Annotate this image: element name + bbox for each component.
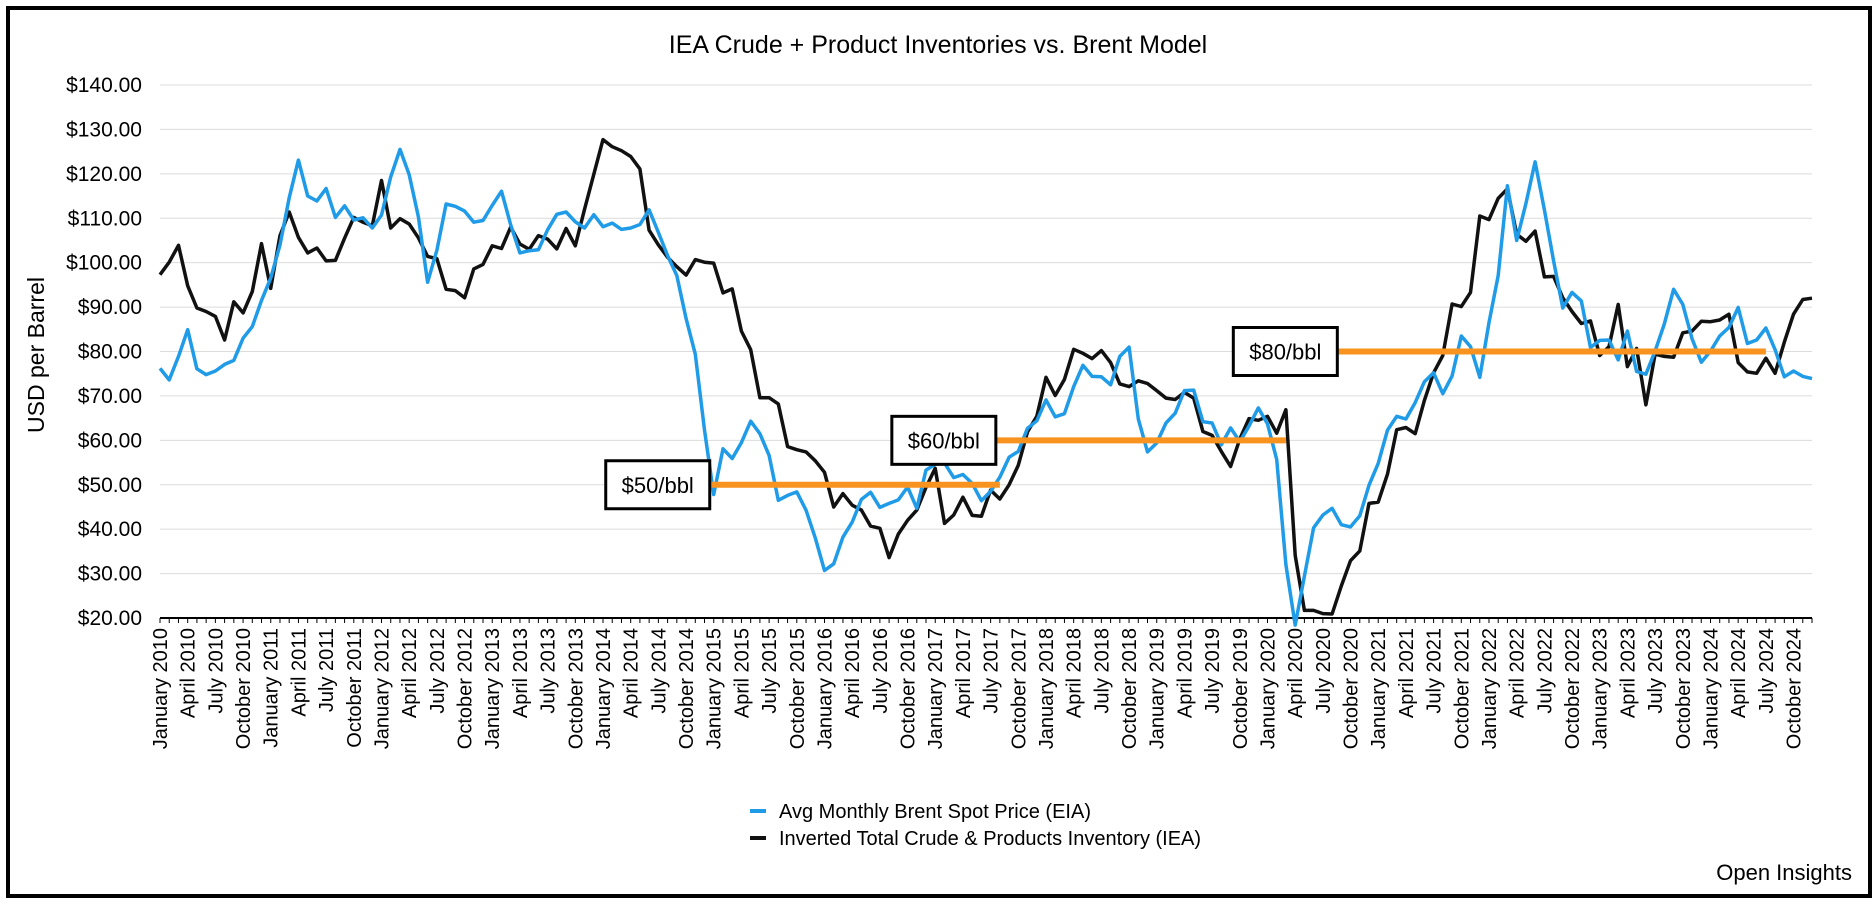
y-tick-label: $60.00 — [78, 429, 142, 452]
x-tick-label: July 2017 — [981, 628, 1003, 714]
x-tick-label: April 2015 — [731, 628, 753, 718]
x-tick-label: October 2021 — [1451, 628, 1473, 749]
reference-lines: $50/bbl $60/bbl $80/bbl — [604, 326, 1766, 511]
y-tick-label: $30.00 — [78, 563, 142, 586]
x-tick-label: April 2010 — [178, 628, 200, 718]
x-tick-label: January 2013 — [482, 628, 504, 749]
y-tick-label: $20.00 — [78, 607, 142, 630]
x-tick-label: October 2018 — [1119, 628, 1141, 749]
x-tick-label: January 2019 — [1147, 628, 1169, 749]
x-tick-label: April 2022 — [1507, 628, 1529, 718]
y-axis-label: USD per Barrel — [23, 277, 49, 433]
x-tick-label: April 2014 — [621, 628, 643, 718]
x-tick-label: October 2015 — [787, 628, 809, 749]
y-tick-label: $70.00 — [78, 385, 142, 408]
x-tick-labels: January 2010 April 2010 July 2010 October 2… — [150, 628, 1806, 749]
x-tick-label: April 2023 — [1617, 628, 1639, 718]
x-tick-label: January 2017 — [925, 628, 947, 749]
x-tick-label: October 2012 — [455, 628, 477, 749]
x-tick-label: October 2014 — [676, 628, 698, 749]
x-tick-label: July 2012 — [427, 628, 449, 714]
x-tick-label: October 2023 — [1673, 628, 1695, 749]
x-tick-label: January 2024 — [1700, 628, 1722, 749]
x-tick-label: January 2010 — [150, 628, 172, 749]
x-tick-label: July 2010 — [205, 628, 227, 714]
x-tick-label: April 2016 — [842, 628, 864, 718]
callout-box — [890, 414, 998, 466]
x-tick-label: April 2020 — [1285, 628, 1307, 718]
x-tick-label: July 2023 — [1645, 628, 1667, 714]
y-tick-label: $100.00 — [66, 252, 142, 275]
x-tick-label: April 2017 — [953, 628, 975, 718]
x-tick-label: April 2021 — [1396, 628, 1418, 718]
callout-label: $60/bbl — [908, 428, 980, 453]
x-tick-label: July 2013 — [538, 628, 560, 714]
x-tick-label: January 2014 — [593, 628, 615, 749]
x-tick-label: July 2022 — [1534, 628, 1556, 714]
x-tick-label: April 2011 — [288, 628, 310, 717]
x-tick-label: July 2015 — [759, 628, 781, 714]
x-tick-label: July 2020 — [1313, 628, 1335, 714]
y-tick-label: $50.00 — [78, 474, 142, 497]
x-tick-label: October 2016 — [898, 628, 920, 749]
x-tick-label: October 2011 — [344, 628, 366, 748]
x-tick-label: July 2024 — [1756, 628, 1778, 714]
x-tick-label: July 2014 — [648, 628, 670, 714]
x-tick-label: January 2021 — [1368, 628, 1390, 749]
chart-frame — [6, 6, 1872, 898]
x-tick-label: October 2010 — [233, 628, 255, 749]
y-tick-label: $110.00 — [68, 207, 142, 230]
callout-box — [1231, 326, 1339, 377]
x-tick-label: October 2022 — [1562, 628, 1584, 749]
x-tick-label: October 2017 — [1008, 628, 1030, 749]
x-tick-label: January 2012 — [371, 628, 393, 749]
callout-label: $80/bbl — [1249, 340, 1321, 365]
credit-text: Open Insights — [1716, 860, 1852, 885]
x-tick-label: January 2016 — [814, 628, 836, 749]
x-tick-label: October 2020 — [1341, 628, 1363, 749]
x-tick-label: April 2024 — [1728, 628, 1750, 718]
callout-label: $50/bbl — [622, 473, 694, 498]
y-tick-label: $40.00 — [78, 518, 142, 541]
legend-label: Avg Monthly Brent Spot Price (EIA) — [779, 801, 1091, 823]
y-tick-labels: $140.00 $130.00 $120.00 $110.00 $100.00 $90.0… — [66, 74, 142, 630]
series-line — [158, 147, 1813, 627]
x-tick-label: January 2023 — [1590, 628, 1612, 749]
x-tick-label: January 2018 — [1036, 628, 1058, 749]
x-tick-label: July 2021 — [1424, 628, 1446, 714]
x-tick-label: April 2019 — [1174, 628, 1196, 718]
chart-title: IEA Crude + Product Inventories vs. Bren… — [669, 31, 1207, 59]
y-tick-label: $130.00 — [66, 118, 142, 141]
x-tick-label: October 2013 — [565, 628, 587, 749]
x-tick-label: January 2022 — [1479, 628, 1501, 749]
x-tick-label: April 2013 — [510, 628, 532, 718]
x-tick-label: January 2020 — [1257, 628, 1279, 749]
x-tick-label: April 2018 — [1064, 628, 1086, 718]
x-tick-label: October 2024 — [1784, 628, 1806, 749]
x-tick-label: July 2016 — [870, 628, 892, 714]
legend: Avg Monthly Brent Spot Price (EIA) Invert… — [750, 801, 1201, 850]
y-tick-label: $140.00 — [66, 74, 142, 97]
series-line — [158, 137, 1813, 616]
x-tick-label: October 2019 — [1230, 628, 1252, 749]
y-tick-label: $120.00 — [66, 163, 142, 186]
y-tick-label: $80.00 — [78, 341, 142, 364]
series-lines — [158, 137, 1813, 627]
y-tick-label: $90.00 — [78, 296, 142, 319]
x-tick-label: July 2011 — [316, 628, 338, 712]
x-tick-label: July 2018 — [1091, 628, 1113, 714]
x-tick-label: July 2019 — [1202, 628, 1224, 714]
x-tick-label: January 2011 — [261, 628, 283, 748]
x-tick-label: April 2012 — [399, 628, 421, 718]
legend-label: Inverted Total Crude & Products Inventor… — [779, 828, 1201, 850]
x-tick-label: January 2015 — [704, 628, 726, 749]
callout-box — [604, 459, 712, 511]
